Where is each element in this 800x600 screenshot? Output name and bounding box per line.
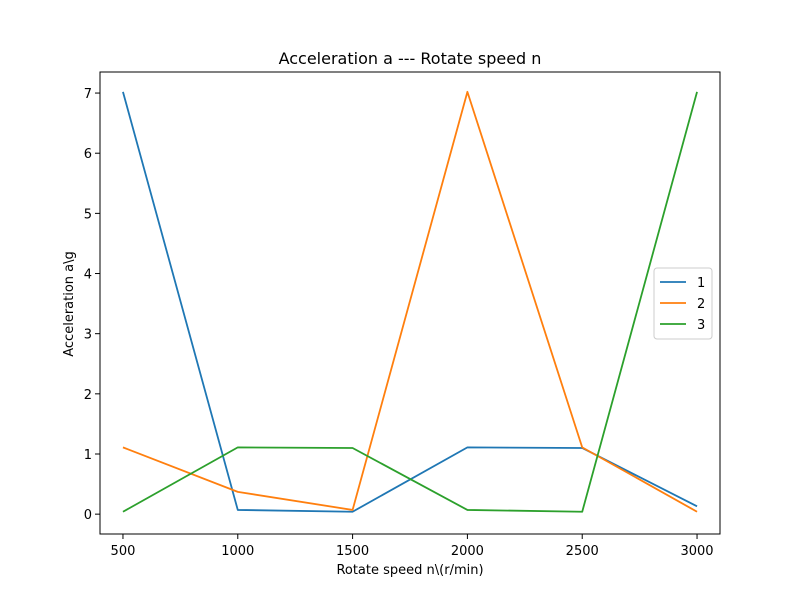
y-tick-label: 5 bbox=[84, 207, 92, 222]
legend-label-3: 3 bbox=[697, 318, 705, 333]
x-axis-label: Rotate speed n\(r/min) bbox=[336, 563, 483, 578]
x-tick-label: 500 bbox=[111, 544, 136, 559]
x-tick-label: 2500 bbox=[566, 544, 599, 559]
x-tick-label: 1000 bbox=[221, 544, 254, 559]
legend-label-2: 2 bbox=[697, 297, 705, 312]
x-tick-label: 1500 bbox=[336, 544, 369, 559]
y-tick-label: 0 bbox=[84, 508, 92, 523]
y-tick-label: 2 bbox=[84, 388, 92, 403]
y-tick-label: 3 bbox=[84, 328, 92, 343]
x-tick-label: 3000 bbox=[680, 544, 713, 559]
plot-frame bbox=[99, 71, 721, 535]
x-axis: 500 1000 1500 2000 2500 3000 bbox=[111, 534, 714, 559]
legend: 1 2 3 bbox=[653, 267, 713, 340]
y-tick-label: 6 bbox=[84, 147, 92, 162]
plot-area-border bbox=[99, 71, 721, 535]
y-tick-label: 4 bbox=[84, 268, 92, 283]
series-lines bbox=[122, 90, 698, 513]
legend-label-1: 1 bbox=[697, 276, 705, 291]
y-tick-label: 7 bbox=[84, 87, 92, 102]
x-tick-label: 2000 bbox=[451, 544, 484, 559]
series-line-3 bbox=[122, 91, 698, 513]
chart-title: Acceleration a --- Rotate speed n bbox=[279, 49, 542, 68]
y-tick-label: 1 bbox=[84, 448, 92, 463]
y-axis: 0 1 2 3 4 5 6 7 bbox=[84, 87, 100, 523]
y-axis-label: Acceleration a\g bbox=[62, 251, 77, 357]
series-line-2 bbox=[122, 90, 698, 513]
